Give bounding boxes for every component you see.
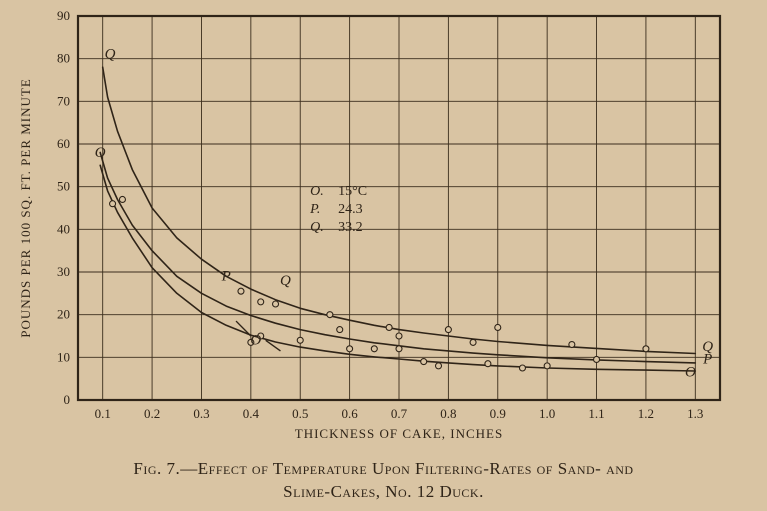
xtick-label: 1.2	[638, 406, 654, 421]
xtick-label: 0.9	[490, 406, 506, 421]
data-point	[258, 299, 264, 305]
ytick-label: 80	[57, 51, 70, 66]
data-point	[594, 356, 600, 362]
data-point	[544, 363, 550, 369]
curve-label: O	[250, 333, 261, 349]
curve-label: Q	[280, 273, 291, 289]
xtick-label: 0.3	[193, 406, 209, 421]
data-point	[297, 337, 303, 343]
y-axis-label: POUNDS PER 100 SQ. FT. PER MINUTE	[18, 78, 33, 338]
data-point	[119, 196, 125, 202]
legend-text: 33.2	[338, 220, 363, 235]
xtick-label: 0.5	[292, 406, 308, 421]
data-point	[421, 359, 427, 365]
ytick-label: 40	[57, 221, 70, 236]
xtick-label: 0.6	[341, 406, 358, 421]
curve-label: P	[221, 269, 231, 285]
ytick-label: 50	[57, 179, 70, 194]
legend-text: 15°C	[338, 184, 367, 199]
figure-wrap: 0.1 0.2 0.3 0.4 0.5 0.6 0.7 0.8 0.9 1.0 1.1 1.2 1.3 0…	[0, 0, 767, 511]
ytick-label: 20	[57, 307, 70, 322]
data-point	[495, 324, 501, 330]
xtick-label: 1.3	[687, 406, 703, 421]
x-axis-label: THICKNESS OF CAKE, INCHES	[295, 426, 503, 441]
legend-symbol: Q.	[310, 220, 324, 235]
data-point	[396, 346, 402, 352]
ytick-label: 10	[57, 349, 70, 364]
curve-label: O	[685, 365, 696, 381]
figure-caption-line2: Slime-Cakes, No. 12 Duck.	[0, 481, 767, 504]
xtick-label: 0.7	[391, 406, 408, 421]
data-point	[337, 327, 343, 333]
ytick-label: 60	[57, 136, 70, 151]
curve-label: P	[702, 352, 712, 368]
data-point	[386, 324, 392, 330]
ytick-label: 0	[64, 392, 71, 407]
legend-text: 24.3	[338, 202, 363, 217]
data-point	[519, 365, 525, 371]
data-point	[436, 363, 442, 369]
chart-bg	[0, 0, 767, 452]
data-point	[347, 346, 353, 352]
data-point	[327, 312, 333, 318]
data-point	[396, 333, 402, 339]
chart-svg: 0.1 0.2 0.3 0.4 0.5 0.6 0.7 0.8 0.9 1.0 1.1 1.2 1.3 0…	[0, 0, 767, 452]
data-point	[371, 346, 377, 352]
data-point	[569, 342, 575, 348]
xtick-label: 1.1	[588, 406, 604, 421]
xtick-label: 0.8	[440, 406, 456, 421]
data-point	[238, 288, 244, 294]
ytick-label: 90	[57, 8, 70, 23]
data-point	[445, 327, 451, 333]
data-point	[485, 361, 491, 367]
curve-label: O	[95, 145, 106, 161]
data-point	[643, 346, 649, 352]
curve-label: Q	[105, 47, 116, 63]
data-point	[110, 201, 116, 207]
xtick-label: 0.1	[95, 406, 111, 421]
ytick-label: 70	[57, 93, 70, 108]
figure-caption-line1: Fig. 7.—Effect of Temperature Upon Filte…	[0, 458, 767, 481]
ytick-label: 30	[57, 264, 70, 279]
legend-symbol: P.	[309, 202, 320, 217]
data-point	[273, 301, 279, 307]
legend-symbol: O.	[310, 184, 324, 199]
xtick-label: 0.4	[243, 406, 260, 421]
xtick-label: 0.2	[144, 406, 160, 421]
data-point	[470, 339, 476, 345]
xtick-label: 1.0	[539, 406, 555, 421]
